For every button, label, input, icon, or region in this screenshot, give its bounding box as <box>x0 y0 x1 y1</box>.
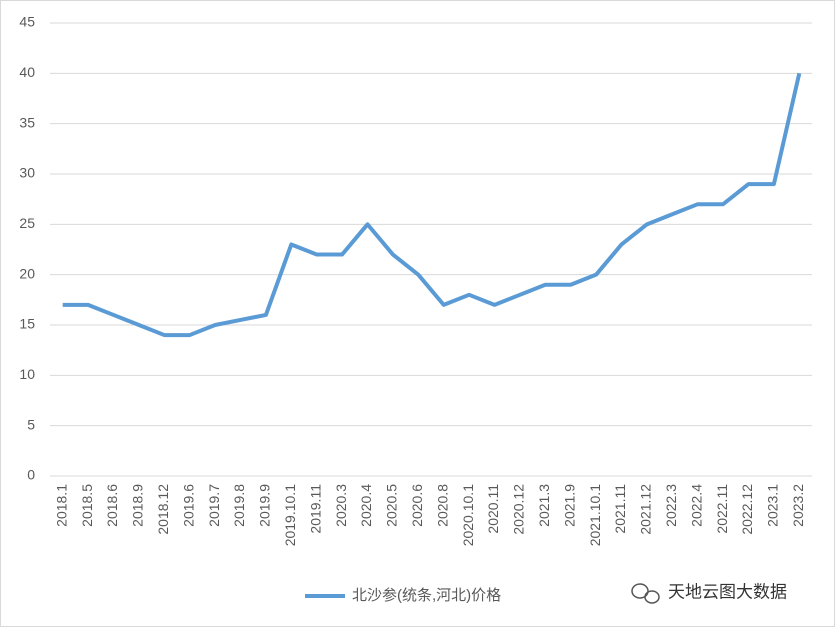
x-tick-label: 2019.6 <box>180 484 196 527</box>
x-tick-label: 2022.12 <box>739 484 755 535</box>
x-tick-label: 2023.2 <box>790 484 806 527</box>
x-tick-label: 2019.9 <box>257 484 273 527</box>
x-tick-label: 2020.6 <box>409 484 425 527</box>
x-tick-label: 2018.5 <box>79 484 95 527</box>
x-tick-label: 2020.12 <box>511 484 527 535</box>
y-tick-label: 35 <box>19 114 35 130</box>
x-tick-label: 2021.11 <box>612 484 628 534</box>
x-tick-label: 2020.4 <box>358 484 374 527</box>
x-tick-label: 2022.11 <box>714 484 730 534</box>
y-tick-label: 30 <box>19 165 35 181</box>
x-tick-label: 2018.6 <box>104 484 120 527</box>
x-tick-label: 2018.9 <box>130 484 146 527</box>
x-tick-label: 2020.11 <box>485 484 501 534</box>
x-tick-label: 2020.3 <box>333 484 349 527</box>
x-tick-label: 2018.12 <box>155 484 171 535</box>
x-tick-label: 2023.1 <box>765 484 781 527</box>
y-tick-label: 0 <box>27 467 35 483</box>
y-tick-label: 10 <box>19 366 35 382</box>
x-tick-label: 2022.4 <box>688 484 704 527</box>
y-tick-label: 20 <box>19 265 35 281</box>
y-tick-label: 15 <box>19 316 35 332</box>
x-tick-label: 2021.10.1 <box>587 484 603 546</box>
y-tick-label: 25 <box>19 215 35 231</box>
x-tick-label: 2020.5 <box>384 484 400 527</box>
x-tick-label: 2018.1 <box>53 484 69 527</box>
watermark: 天地云图大数据 <box>668 582 787 601</box>
x-tick-label: 2020.10.1 <box>460 484 476 546</box>
x-tick-label: 2020.8 <box>434 484 450 527</box>
x-tick-label: 2021.3 <box>536 484 552 527</box>
watermark-icon <box>631 583 660 604</box>
y-tick-label: 5 <box>27 416 35 432</box>
x-tick-label: 2022.3 <box>663 484 679 527</box>
legend-label: 北沙参(统条,河北)价格 <box>352 587 501 604</box>
x-tick-label: 2019.7 <box>206 484 222 527</box>
x-tick-label: 2021.12 <box>638 484 654 535</box>
y-tick-label: 45 <box>19 14 35 30</box>
line-series <box>62 72 802 338</box>
y-tick-label: 40 <box>19 64 35 80</box>
x-tick-label: 2019.11 <box>307 484 323 534</box>
x-tick-label: 2019.10.1 <box>282 484 298 546</box>
x-tick-label: 2021.9 <box>561 484 577 527</box>
x-tick-label: 2019.8 <box>231 484 247 527</box>
